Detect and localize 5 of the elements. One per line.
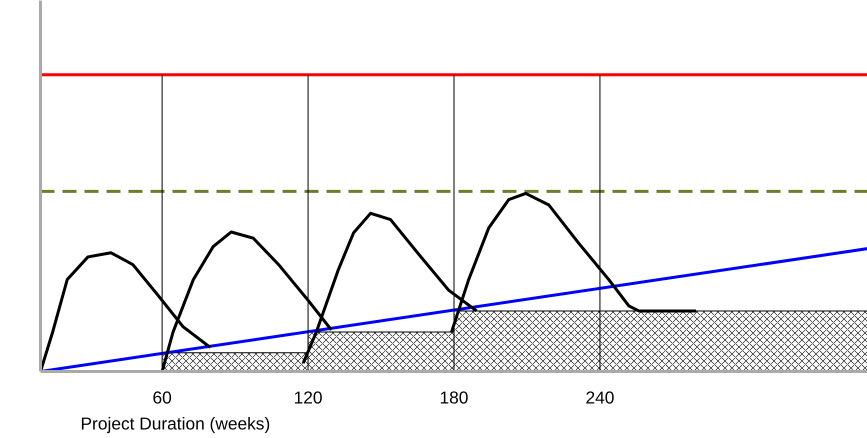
x-tick-label: 120 bbox=[294, 388, 323, 408]
x-tick-label: 180 bbox=[440, 388, 468, 408]
x-axis-title: Project Duration (weeks) bbox=[80, 414, 270, 434]
x-tick-label: 240 bbox=[585, 388, 614, 408]
x-tick-label: 60 bbox=[152, 388, 172, 408]
